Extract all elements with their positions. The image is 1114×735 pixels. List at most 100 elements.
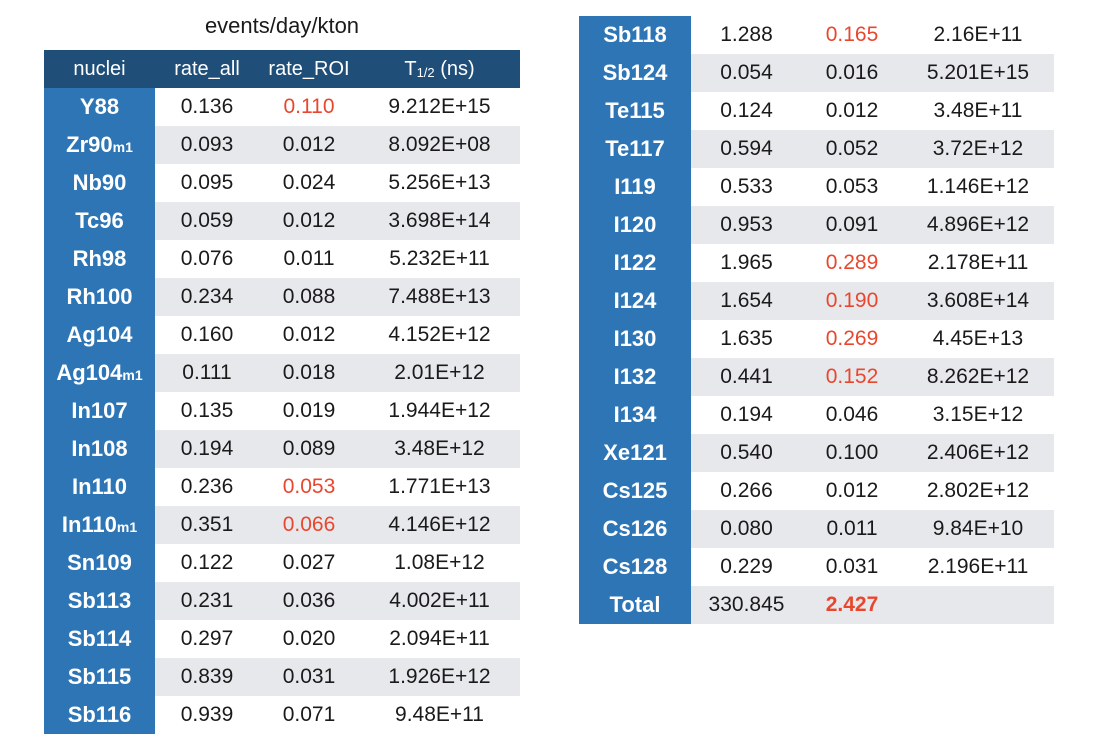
table-row: Tc96 0.059 0.012 3.698E+14 bbox=[44, 202, 520, 240]
table-row: Sb124 0.054 0.016 5.201E+15 bbox=[579, 54, 1054, 92]
rate-roi-cell: 0.027 bbox=[259, 544, 359, 582]
half-life-cell: 1.146E+12 bbox=[902, 168, 1054, 206]
table-row: Sb116 0.939 0.071 9.48E+11 bbox=[44, 696, 520, 734]
rate-roi-cell: 0.091 bbox=[802, 206, 902, 244]
rate-roi-cell: 0.020 bbox=[259, 620, 359, 658]
table-row: Rh98 0.076 0.011 5.232E+11 bbox=[44, 240, 520, 278]
total-rate-roi: 2.427 bbox=[802, 586, 902, 624]
rate-all-cell: 0.136 bbox=[155, 88, 259, 126]
half-life-cell: 1.926E+12 bbox=[359, 658, 520, 696]
total-rate-all: 330.845 bbox=[691, 586, 802, 624]
table-row: I132 0.441 0.152 8.262E+12 bbox=[579, 358, 1054, 396]
nucleus-cell: Rh100 bbox=[44, 278, 155, 316]
nucleus-cell: In110m1 bbox=[44, 506, 155, 544]
rate-roi-cell: 0.100 bbox=[802, 434, 902, 472]
nucleus-name: Sb118 bbox=[603, 22, 667, 47]
nucleus-name: Te117 bbox=[605, 136, 665, 161]
rate-roi-cell: 0.066 bbox=[259, 506, 359, 544]
nucleus-name: Ag104 bbox=[66, 322, 133, 347]
table-row: Xe121 0.540 0.100 2.406E+12 bbox=[579, 434, 1054, 472]
header-nuclei: nuclei bbox=[44, 50, 155, 88]
nucleus-name: Cs126 bbox=[602, 516, 668, 541]
rate-roi-cell: 0.012 bbox=[802, 92, 902, 130]
rate-roi-cell: 0.089 bbox=[259, 430, 359, 468]
nucleus-cell: Cs126 bbox=[579, 510, 691, 548]
header-half-life-unit: (ns) bbox=[434, 57, 475, 80]
table-row: In108 0.194 0.089 3.48E+12 bbox=[44, 430, 520, 468]
table-caption: events/day/kton bbox=[204, 13, 360, 38]
rate-all-cell: 0.135 bbox=[155, 392, 259, 430]
rate-all-cell: 0.076 bbox=[155, 240, 259, 278]
nucleus-cell: Cs125 bbox=[579, 472, 691, 510]
nucleus-name: I120 bbox=[613, 212, 657, 237]
rate-roi-cell: 0.046 bbox=[802, 396, 902, 434]
rate-all-cell: 1.654 bbox=[691, 282, 802, 320]
nucleus-cell: In110 bbox=[44, 468, 155, 506]
nucleus-cell: I132 bbox=[579, 358, 691, 396]
nucleus-name: I134 bbox=[613, 402, 657, 427]
nucleus-cell: Sb118 bbox=[579, 16, 691, 54]
half-life-cell: 3.608E+14 bbox=[902, 282, 1054, 320]
rate-roi-cell: 0.071 bbox=[259, 696, 359, 734]
half-life-cell: 4.152E+12 bbox=[359, 316, 520, 354]
half-life-cell: 9.84E+10 bbox=[902, 510, 1054, 548]
header-rate-all: rate_all bbox=[155, 50, 259, 88]
table-row: Sb114 0.297 0.020 2.094E+11 bbox=[44, 620, 520, 658]
half-life-cell: 7.488E+13 bbox=[359, 278, 520, 316]
nucleus-cell: Y88 bbox=[44, 88, 155, 126]
nucleus-cell: Cs128 bbox=[579, 548, 691, 586]
rate-all-cell: 0.054 bbox=[691, 54, 802, 92]
rate-roi-cell: 0.011 bbox=[259, 240, 359, 278]
half-life-cell: 3.72E+12 bbox=[902, 130, 1054, 168]
nucleus-cell: In108 bbox=[44, 430, 155, 468]
rate-roi-cell: 0.018 bbox=[259, 354, 359, 392]
table-row: I134 0.194 0.046 3.15E+12 bbox=[579, 396, 1054, 434]
nucleus-cell: In107 bbox=[44, 392, 155, 430]
table-row: Te117 0.594 0.052 3.72E+12 bbox=[579, 130, 1054, 168]
header-half-life-symbol: T bbox=[404, 57, 417, 80]
nucleus-name: Te115 bbox=[605, 98, 665, 123]
table-row: Y88 0.136 0.110 9.212E+15 bbox=[44, 88, 520, 126]
half-life-cell: 4.002E+11 bbox=[359, 582, 520, 620]
half-life-cell: 3.48E+12 bbox=[359, 430, 520, 468]
nucleus-name: Zr90 bbox=[66, 132, 113, 157]
table-row: Cs128 0.229 0.031 2.196E+11 bbox=[579, 548, 1054, 586]
rate-all-cell: 0.080 bbox=[691, 510, 802, 548]
rate-roi-cell: 0.012 bbox=[259, 202, 359, 240]
rate-roi-cell: 0.165 bbox=[802, 16, 902, 54]
table-row: Sn109 0.122 0.027 1.08E+12 bbox=[44, 544, 520, 582]
nucleus-name: Y88 bbox=[79, 94, 120, 119]
nucleus-name: Sb114 bbox=[67, 626, 132, 651]
nucleus-name: Sb113 bbox=[67, 588, 132, 613]
nucleus-name: I122 bbox=[613, 250, 657, 275]
rate-roi-cell: 0.012 bbox=[802, 472, 902, 510]
nucleus-cell: I130 bbox=[579, 320, 691, 358]
half-life-cell: 3.698E+14 bbox=[359, 202, 520, 240]
rate-all-cell: 0.111 bbox=[155, 354, 259, 392]
rate-all-cell: 0.533 bbox=[691, 168, 802, 206]
table-row: Sb113 0.231 0.036 4.002E+11 bbox=[44, 582, 520, 620]
nucleus-cell: Sb116 bbox=[44, 696, 155, 734]
table-row: Sb118 1.288 0.165 2.16E+11 bbox=[579, 16, 1054, 54]
nucleus-name: In108 bbox=[71, 436, 128, 461]
rate-roi-cell: 0.053 bbox=[802, 168, 902, 206]
header-half-life-subscript: 1/2 bbox=[416, 64, 435, 80]
table-row: Sb115 0.839 0.031 1.926E+12 bbox=[44, 658, 520, 696]
rates-table-right: Sb118 1.288 0.165 2.16E+11 Sb124 0.054 0.016 5.… bbox=[579, 16, 1054, 624]
nucleus-name: Sn109 bbox=[67, 550, 132, 575]
half-life-cell: 4.45E+13 bbox=[902, 320, 1054, 358]
nucleus-isomer: m1 bbox=[112, 139, 133, 155]
rate-roi-cell: 0.052 bbox=[802, 130, 902, 168]
nucleus-name: Sb116 bbox=[67, 702, 132, 727]
rate-roi-cell: 0.110 bbox=[259, 88, 359, 126]
table-row: Rh100 0.234 0.088 7.488E+13 bbox=[44, 278, 520, 316]
header-rate-roi: rate_ROI bbox=[259, 50, 359, 88]
half-life-cell: 1.771E+13 bbox=[359, 468, 520, 506]
rate-all-cell: 1.288 bbox=[691, 16, 802, 54]
nucleus-name: I130 bbox=[613, 326, 657, 351]
half-life-cell: 3.15E+12 bbox=[902, 396, 1054, 434]
table-row: Cs125 0.266 0.012 2.802E+12 bbox=[579, 472, 1054, 510]
table-row: In107 0.135 0.019 1.944E+12 bbox=[44, 392, 520, 430]
nucleus-name: Ag104 bbox=[56, 360, 123, 385]
table-row: I122 1.965 0.289 2.178E+11 bbox=[579, 244, 1054, 282]
